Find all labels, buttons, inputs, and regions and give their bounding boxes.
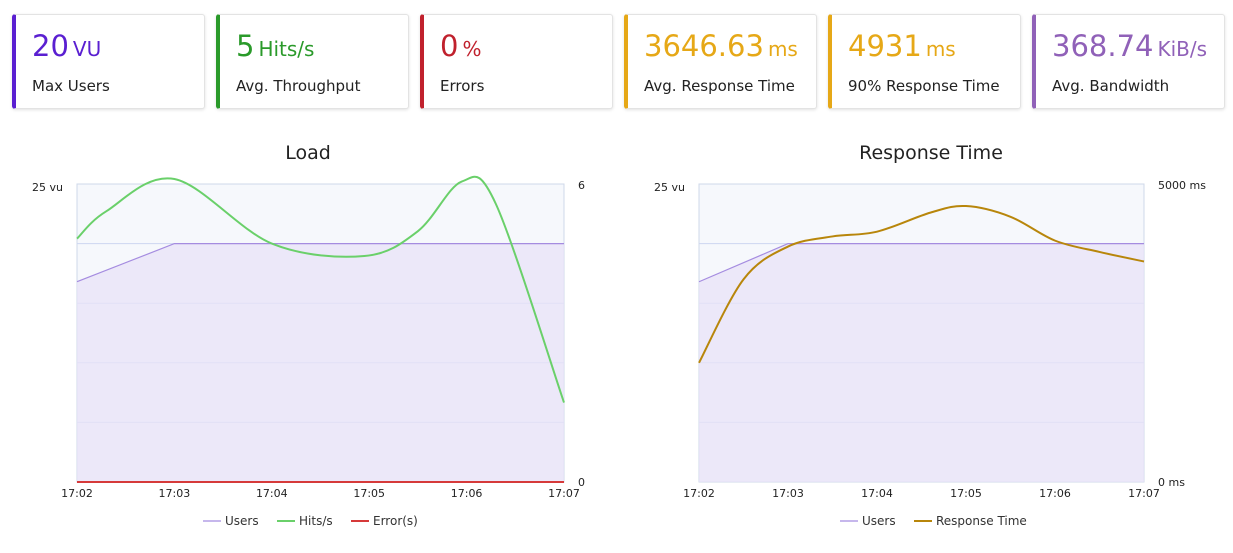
card-value: 4931 <box>848 29 922 63</box>
card-label: Avg. Bandwidth <box>1052 77 1170 95</box>
card-unit: KiB/s <box>1157 37 1208 61</box>
x-tick-label: 17:05 <box>353 487 385 500</box>
card-errors: 0% Errors <box>420 14 613 109</box>
card-unit: % <box>462 37 482 61</box>
summary-cards: 20 VU Max Users 5 Hits/s Avg. Throughput 0… <box>12 14 1227 111</box>
card-label: Max Users <box>32 77 110 95</box>
card-max-users: 20 VU Max Users <box>12 14 205 109</box>
card-avg-throughput: 5 Hits/s Avg. Throughput <box>216 14 409 109</box>
y-right-max-label: 5000 ms <box>1158 179 1206 192</box>
y-right-min-label: 0 <box>578 476 585 489</box>
card-label: Avg. Response Time <box>644 77 795 95</box>
card-label: Avg. Throughput <box>236 77 361 95</box>
series-line-hits-s <box>76 175 565 403</box>
card-unit: ms <box>925 37 956 61</box>
legend-label: Users <box>862 514 896 528</box>
card-value: 368.74 <box>1052 29 1154 63</box>
x-tick-label: 17:06 <box>451 487 483 500</box>
card-label: 90% Response Time <box>848 77 1000 95</box>
card-value: 3646.63 <box>644 29 764 63</box>
card-avg-bandwidth: 368.74 KiB/s Avg. Bandwidth <box>1032 14 1225 109</box>
series-line-users <box>698 243 1144 283</box>
y-left-max-label: 25 vu <box>654 181 685 194</box>
x-tick-label: 17:03 <box>772 487 804 500</box>
card-unit: Hits/s <box>258 37 315 61</box>
x-tick-label: 17:03 <box>159 487 191 500</box>
legend-label: Users <box>225 514 259 528</box>
x-tick-label: 17:04 <box>256 487 288 500</box>
load-chart-title: Load <box>285 142 331 164</box>
y-left-max-label: 25 vu <box>32 181 63 194</box>
card-unit: ms <box>767 37 798 61</box>
card-value: 0 <box>440 29 459 63</box>
x-tick-label: 17:06 <box>1039 487 1071 500</box>
series-line-users <box>76 243 564 283</box>
x-tick-label: 17:02 <box>61 487 93 500</box>
card-value: 20 <box>32 29 69 63</box>
response-time-chart-title: Response Time <box>859 142 1003 164</box>
series-line-response-time <box>698 204 1145 364</box>
card-90-response-time: 4931 ms 90% Response Time <box>828 14 1021 109</box>
legend-label: Error(s) <box>373 514 418 528</box>
users-area <box>77 243 564 482</box>
y-right-min-label: 0 ms <box>1158 476 1185 489</box>
x-tick-label: 17:02 <box>683 487 715 500</box>
x-tick-label: 17:04 <box>861 487 893 500</box>
x-tick-label: 17:05 <box>950 487 982 500</box>
users-area <box>699 243 1144 482</box>
card-value: 5 <box>236 29 255 63</box>
legend-label: Response Time <box>936 514 1027 528</box>
card-avg-response-time: 3646.63 ms Avg. Response Time <box>624 14 817 109</box>
card-label: Errors <box>440 77 485 95</box>
x-tick-label: 17:07 <box>1128 487 1160 500</box>
x-tick-label: 17:07 <box>548 487 580 500</box>
card-unit: VU <box>72 37 102 61</box>
legend-label: Hits/s <box>299 514 333 528</box>
y-right-max-label: 6 <box>578 179 585 192</box>
